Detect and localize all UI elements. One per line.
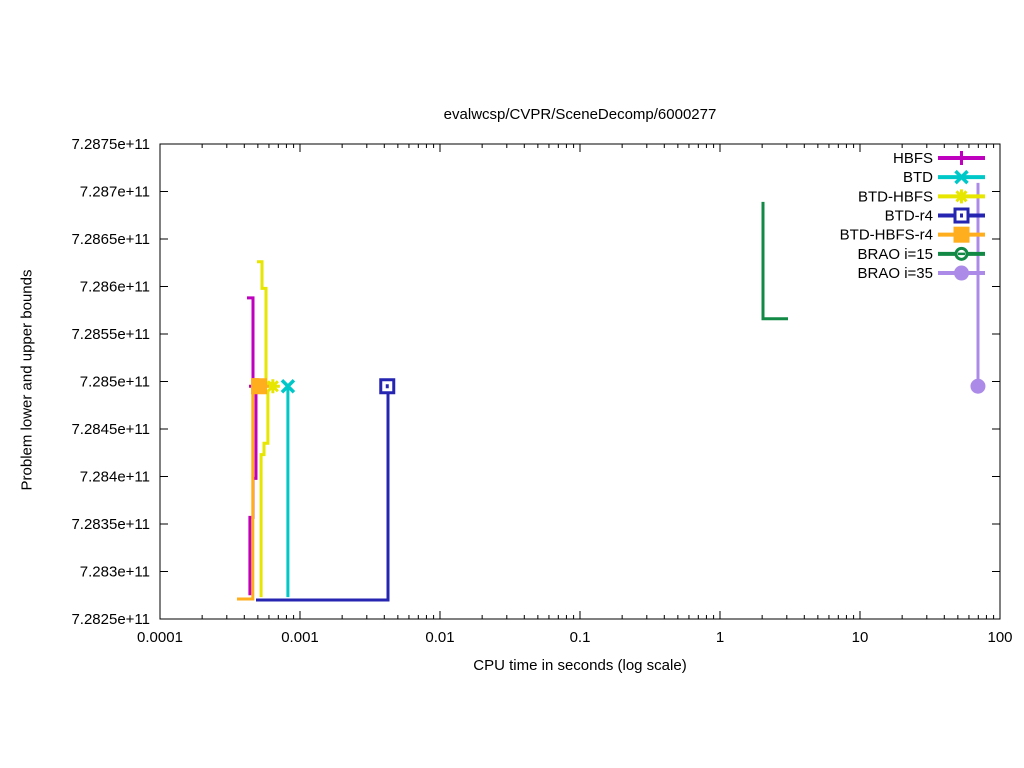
series-line-btd-hbfs-r4 [237, 378, 269, 601]
legend-marker-hbfs [954, 151, 969, 165]
chart-title: evalwcsp/CVPR/SceneDecomp/6000277 [443, 106, 717, 123]
series-marker-btd-hbfs-shape [265, 379, 280, 394]
y-tick-label: 7.2845e+11 [71, 421, 150, 438]
series-line-brao-i-15 [761, 201, 788, 321]
legend-label-brao-i-35: BRAO i=35 [858, 265, 933, 282]
series-marker-btd-hbfs [265, 379, 280, 394]
series-marker-btd-hbfs-r4-shape [251, 378, 268, 395]
y-tick-label: 7.2855e+11 [71, 326, 150, 343]
legend-marker-btd-shape [954, 169, 969, 185]
legend-marker-btd-hbfs-r4 [953, 226, 970, 243]
y-tick-label: 7.283e+11 [80, 564, 150, 581]
legend-marker-btd-hbfs-r4-shape [953, 226, 970, 243]
y-tick-label: 7.2875e+11 [71, 136, 150, 153]
legend-marker-btd-r4 [953, 207, 970, 224]
y-tick-label: 7.2825e+11 [71, 611, 150, 628]
y-tick-label: 7.285e+11 [80, 374, 150, 391]
x-tick-label: 0.0001 [137, 629, 183, 646]
series-marker-brao-i-35-shape [970, 378, 986, 394]
x-tick-label: 10 [852, 629, 869, 646]
x-tick-label: 0.001 [281, 629, 319, 646]
legend-marker-hbfs-shape [954, 151, 969, 165]
series-marker-btd-shape [280, 379, 296, 394]
legend-label-btd-r4: BTD-r4 [885, 208, 933, 225]
series-line-btd-hbfs [259, 390, 270, 598]
y-tick-label: 7.2835e+11 [71, 516, 150, 533]
series-marker-btd-hbfs-r4 [251, 378, 268, 395]
legend-marker-btd-hbfs-shape [954, 189, 969, 204]
series-line-hbfs [247, 296, 255, 387]
y-tick-label: 7.2865e+11 [71, 231, 150, 248]
legend-label-brao-i-15: BRAO i=15 [858, 246, 933, 263]
legend-marker-btd-hbfs [954, 189, 969, 204]
x-tick-label: 1 [716, 629, 724, 646]
legend-marker-brao-i-35 [954, 265, 969, 281]
x-axis-label: CPU time in seconds (log scale) [473, 657, 687, 674]
legend-label-btd-hbfs-r4: BTD-HBFS-r4 [840, 227, 933, 244]
legend-marker-btd [954, 169, 969, 185]
series-line-btd-hbfs [257, 260, 272, 385]
legend-label-hbfs: HBFS [893, 150, 933, 167]
series-marker-btd [280, 379, 296, 394]
x-tick-label: 0.1 [570, 629, 591, 646]
y-tick-label: 7.284e+11 [80, 469, 150, 486]
plot-border [159, 143, 1001, 620]
legend-label-btd-hbfs: BTD-HBFS [858, 188, 933, 205]
series-marker-brao-i-35 [970, 378, 986, 394]
y-tick-label: 7.287e+11 [80, 184, 150, 201]
series-marker-btd-r4 [379, 378, 396, 395]
y-axis-label: Problem lower and upper bounds [18, 269, 36, 491]
legend-marker-brao-i-35-shape [954, 265, 969, 281]
legend-label-btd: BTD [903, 169, 933, 186]
series-line-btd-r4 [256, 388, 390, 602]
x-tick-label: 0.01 [425, 629, 454, 646]
legend-marker-brao-i-15 [954, 246, 969, 261]
x-tick-label: 100 [987, 629, 1012, 646]
y-tick-label: 7.286e+11 [80, 279, 150, 296]
